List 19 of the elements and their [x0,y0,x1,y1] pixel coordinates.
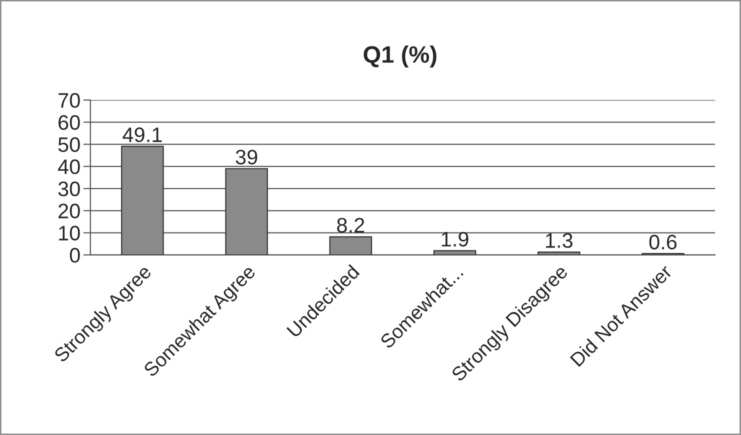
y-tick-label: 50 [58,137,80,152]
y-tick-label: 20 [58,204,80,218]
bar [121,146,164,255]
data-label: 0.6 [649,234,677,250]
bar [433,250,476,255]
bar [329,236,372,255]
data-label: 39 [236,150,258,165]
y-tick-label: 0 [70,248,80,263]
data-label: 1.9 [442,232,468,247]
data-label: 8.2 [337,218,364,233]
y-tick-label: 60 [58,115,80,130]
data-label: 49.1 [122,127,162,142]
y-tick-label: 40 [58,159,80,174]
chart-title: Q1 (%) [364,46,436,68]
y-tick-label: 10 [59,226,80,241]
y-tick-label: 70 [58,93,80,108]
bar [225,168,268,255]
data-label: 1.3 [546,233,572,248]
y-tick-label: 30 [58,182,80,196]
